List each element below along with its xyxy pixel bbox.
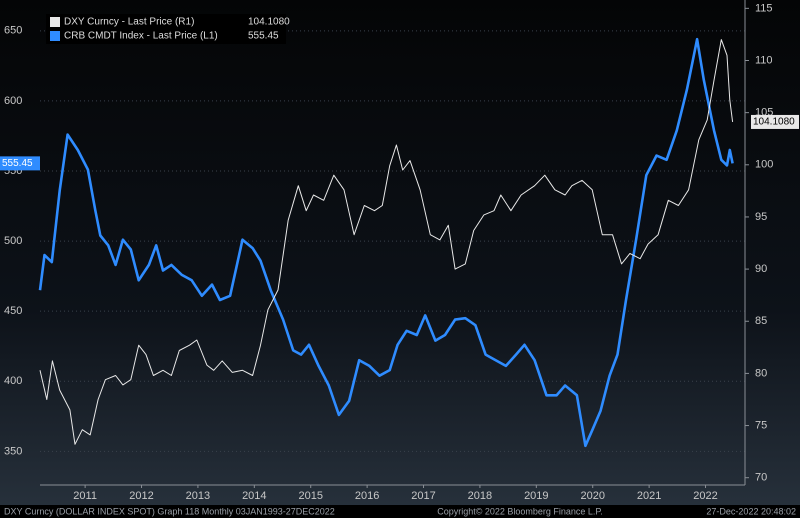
footer-bar <box>0 505 800 518</box>
footer-right: 27-Dec-2022 20:48:02 <box>706 506 796 516</box>
x-tick-label: 2014 <box>242 490 266 502</box>
y2-tick-label: 110 <box>755 54 773 66</box>
legend: DXY Curncy - Last Price (R1) 104.1080 CRB … <box>46 14 290 44</box>
y2-tick-label: 100 <box>755 159 773 171</box>
x-tick-label: 2020 <box>580 490 604 502</box>
x-tick-label: 2011 <box>73 490 97 502</box>
legend-label: CRB CMDT Index - Last Price (L1) <box>64 31 218 42</box>
y2-tick-label: 85 <box>755 315 767 327</box>
series-line <box>38 37 734 448</box>
footer-left: DXY Curncy (DOLLAR INDEX SPOT) Graph 118… <box>4 506 335 516</box>
last-price-label: 104.1080 <box>753 117 795 128</box>
last-price-box <box>751 114 799 129</box>
legend-box <box>46 14 286 44</box>
y-tick-label: 600 <box>4 95 22 107</box>
legend-label: DXY Curncy - Last Price (R1) <box>64 17 194 28</box>
y2-tick-label: 80 <box>755 367 767 379</box>
y2-tick-label: 75 <box>755 419 767 431</box>
legend-swatch <box>50 31 60 41</box>
series-line <box>39 39 734 445</box>
x-tick-label: 2015 <box>298 490 322 502</box>
legend-value: 104.1080 <box>248 17 290 28</box>
x-tick-label: 2013 <box>186 490 210 502</box>
y2-tick-label: 95 <box>755 211 767 223</box>
y-tick-label: 450 <box>4 305 22 317</box>
y2-tick-label: 115 <box>755 2 773 14</box>
x-tick-label: 2016 <box>355 490 379 502</box>
y-tick-label: 350 <box>4 445 22 457</box>
y2-tick-label: 70 <box>755 472 767 484</box>
legend-value: 555.45 <box>248 31 279 42</box>
x-tick-label: 2022 <box>693 490 717 502</box>
last-price-box <box>0 156 40 171</box>
x-tick-label: 2021 <box>637 490 661 502</box>
last-price-label: 555.45 <box>2 158 33 169</box>
x-tick-label: 2018 <box>468 490 492 502</box>
x-tick-label: 2019 <box>524 490 548 502</box>
footer-center: Copyright© 2022 Bloomberg Finance L.P. <box>437 506 603 516</box>
x-tick-label: 2012 <box>129 490 153 502</box>
legend-swatch <box>50 17 60 27</box>
y-tick-label: 650 <box>4 25 22 37</box>
y-tick-label: 500 <box>4 235 22 247</box>
y-tick-label: 400 <box>4 375 22 387</box>
x-tick-label: 2017 <box>411 490 435 502</box>
y2-tick-label: 90 <box>755 263 767 275</box>
